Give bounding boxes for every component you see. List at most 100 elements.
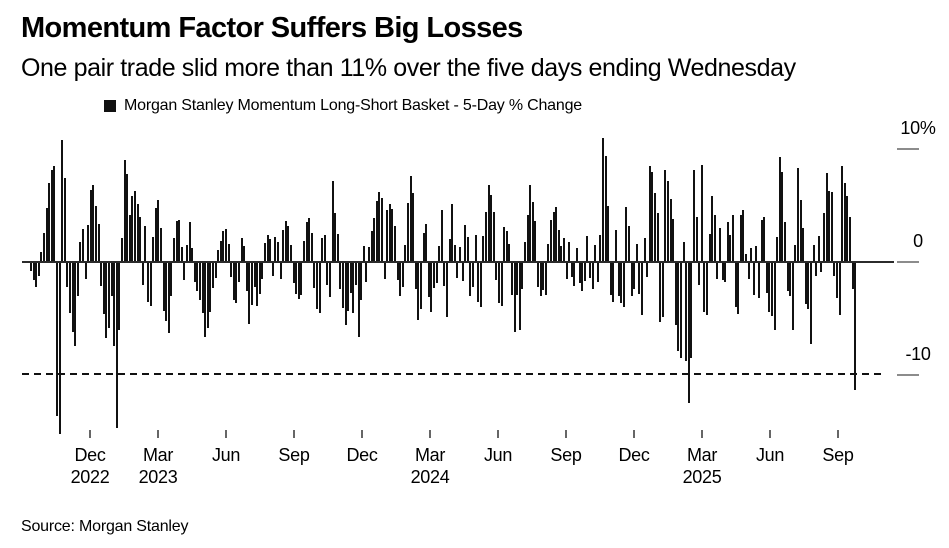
bar [279,262,282,279]
bar [118,262,121,330]
bar [537,262,539,287]
bar [349,262,352,293]
x-axis-tick-mark [633,430,635,438]
bar [97,223,100,262]
bar [313,262,316,288]
bar [32,262,35,281]
bar [843,182,846,262]
bar [672,219,675,262]
x-axis-month: Dec [74,445,106,465]
bar [594,245,597,262]
bar [648,165,651,262]
bar [316,262,318,310]
bar [492,212,495,262]
bar [674,262,677,326]
bar [830,191,833,262]
bar [386,210,389,262]
bar [282,230,285,262]
bar [846,196,849,262]
bar [622,262,625,308]
bar [238,262,240,283]
bar [721,262,724,281]
bar [557,230,560,262]
bar [66,262,69,287]
bar [747,262,750,279]
bar [82,229,84,262]
bar [183,262,186,281]
x-axis-month: Jun [483,445,513,465]
bar [581,262,584,292]
x-axis-tick-mark [225,430,227,438]
x-axis-tick-label: Mar 2023 [124,444,192,488]
bar [131,196,134,262]
bar [565,262,568,279]
bar [308,217,311,262]
bar [69,262,71,313]
x-axis-month: Dec [346,445,378,465]
bar [378,191,381,262]
bar [253,262,256,287]
bar [513,262,516,333]
bar [170,262,173,296]
bar [212,262,214,288]
bar [300,262,303,295]
bar [667,180,669,262]
bar [173,238,175,262]
bar [323,234,326,262]
bar [141,262,144,285]
bar [365,262,368,283]
legend-swatch-icon [104,100,116,112]
bar [180,247,183,262]
bar [420,262,422,310]
bar [456,262,459,278]
bar [165,262,168,321]
bar [739,214,742,262]
bar [576,248,578,262]
bar [615,230,617,262]
bar [630,262,633,296]
bar [568,241,571,262]
bar [100,262,103,286]
bar [573,262,576,286]
bar [698,262,701,285]
bar [854,262,857,390]
bar [357,262,360,337]
bar [797,168,799,262]
x-axis-tick-mark [565,430,567,438]
bar [617,262,620,296]
bar [95,205,97,262]
bar [209,262,212,312]
bar [700,164,703,262]
bar [240,238,243,262]
bar [191,248,194,262]
x-axis-tick-label: Dec [600,444,668,466]
x-axis-year: 2024 [410,467,450,487]
bar [297,262,300,300]
bar [167,262,170,334]
bar [820,262,823,273]
bar [269,239,272,262]
bar [578,262,581,284]
x-axis-tick-label: Dec [328,444,396,466]
bar [284,221,287,262]
bar [719,228,721,262]
bar [446,262,448,318]
bar [152,237,155,262]
bar [664,170,667,262]
bar [160,228,162,262]
bar [48,182,51,262]
bar [71,262,74,333]
bar [737,262,740,314]
x-axis-tick-label: Sep [260,444,328,466]
bar [326,262,329,285]
bar [331,180,334,262]
bar [329,262,331,298]
bar [836,262,838,299]
bar [838,262,841,316]
x-axis-month: Jun [211,445,241,465]
y-axis-tick-label: -10 [905,344,931,364]
bar [745,254,747,262]
bar [461,262,464,282]
bar [368,247,370,262]
